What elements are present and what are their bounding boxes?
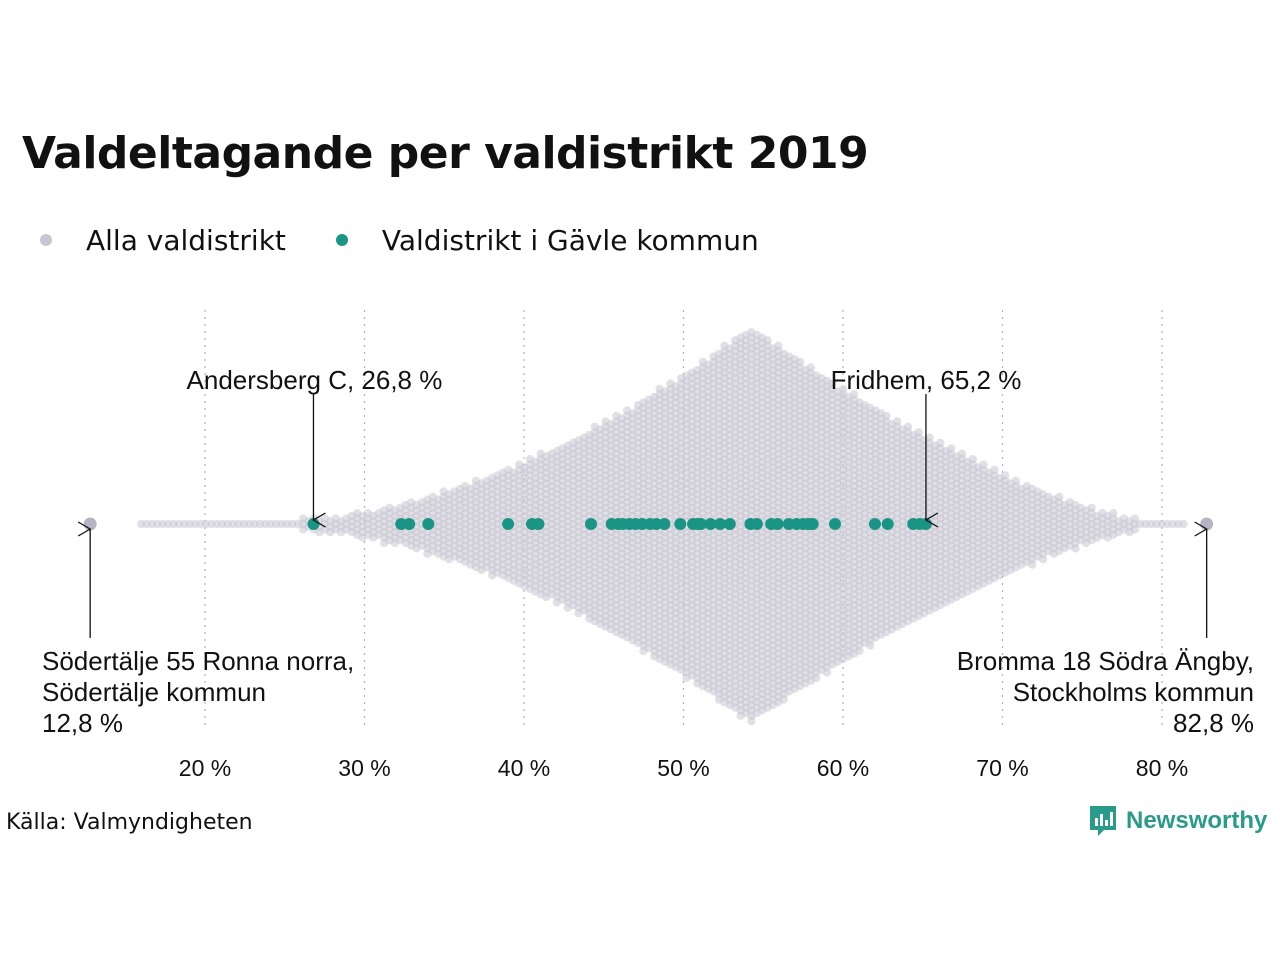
dot-all-3694	[866, 641, 875, 650]
dot-gavle-16	[658, 518, 671, 530]
legend-label-gavle: Valdistrikt i Gävle kommun	[381, 223, 759, 257]
x-tick-label-30: 30 %	[338, 755, 390, 781]
x-tick-label-50: 50 %	[657, 755, 709, 781]
annotation-max-line-1: Stockholms kommun	[1013, 677, 1254, 707]
chart-title: Valdeltagande per valdistrikt 2019	[22, 128, 869, 179]
legend-item-gavle: Valdistrikt i Gävle kommun	[335, 223, 759, 257]
dot-min-outlier	[83, 517, 97, 531]
annotation-min-line-1: Södertälje kommun	[42, 677, 266, 707]
dot-gavle-17	[674, 518, 687, 530]
dot-gavle-7	[585, 518, 597, 530]
annotation-min-line-0: Södertälje 55 Ronna norra,	[42, 646, 354, 676]
annotation-max-line-2: 82,8 %	[1173, 708, 1254, 738]
dot-all-4563	[1038, 554, 1048, 564]
dot-all-3304	[822, 668, 832, 677]
x-tick-label-60: 60 %	[817, 755, 869, 781]
dot-gavle-33	[806, 518, 819, 530]
x-axis-ticks: 20 % 30 % 40 % 50 % 60 % 70 % 80 %	[179, 755, 1188, 781]
source-note: Källa: Valmyndigheten	[6, 810, 253, 835]
x-tick-label-80: 80 %	[1136, 755, 1188, 781]
dot-all-3194	[812, 673, 821, 683]
dot-gavle-23	[723, 518, 736, 530]
legend-item-all: Alla valdistrikt	[40, 224, 286, 257]
annotation-min-line-2: 12,8 %	[42, 708, 123, 738]
dot-gavle-6	[532, 518, 545, 530]
dot-gavle-3	[422, 518, 435, 530]
annotation-andersberg: Andersberg C, 26,8 %	[187, 365, 443, 395]
dot-gavle-34	[829, 518, 841, 530]
dot-gavle-35	[868, 518, 881, 530]
dot-all-3604	[855, 646, 864, 656]
dot-gavle-27	[771, 518, 784, 530]
beeswarm-chart: Andersberg C, 26,8 % Fridhem, 65,2 % Söder…	[42, 310, 1254, 781]
dot-gavle-25	[750, 518, 763, 530]
dot-all-4685	[1179, 519, 1188, 529]
dot-all-2833	[779, 695, 788, 704]
brand-logo[interactable]: Newsworthy	[1088, 804, 1267, 838]
dot-all-4623	[1071, 544, 1080, 553]
dot-all-4537	[1028, 560, 1037, 569]
dot-gavle-4	[502, 518, 515, 530]
dot-gavle-2	[403, 518, 416, 530]
legend-dot-all	[40, 234, 52, 246]
brand-name: Newsworthy	[1126, 807, 1268, 834]
x-tick-label-70: 70 %	[976, 755, 1028, 781]
x-tick-label-40: 40 %	[498, 755, 550, 781]
legend: Alla valdistrikt Valdistrikt i Gävle kom…	[40, 222, 809, 258]
bar-chart-logo-icon	[1090, 806, 1116, 836]
annotation-fridhem: Fridhem, 65,2 %	[831, 365, 1022, 395]
x-tick-label-20: 20 %	[179, 755, 231, 781]
dot-all-2424	[747, 716, 756, 726]
dot-max-outlier	[1200, 517, 1214, 531]
gavle-districts-dots	[307, 518, 932, 530]
annotation-max-line-0: Bromma 18 Södra Ängby,	[957, 646, 1254, 676]
dot-gavle-36	[881, 518, 894, 530]
legend-label-all: Alla valdistrikt	[86, 223, 286, 257]
legend-dot-gavle	[335, 234, 348, 246]
